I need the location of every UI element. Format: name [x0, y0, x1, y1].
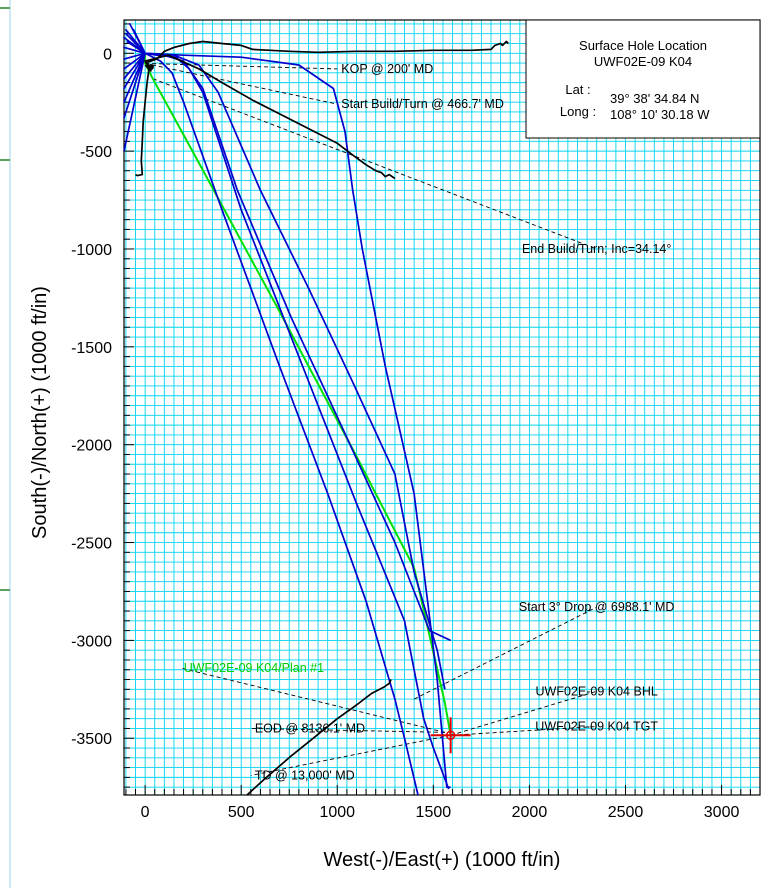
annotation-leaders	[145, 62, 597, 776]
series-line-actual-2	[144, 54, 396, 180]
annotation-label: Start 3° Drop @ 6988.1' MD	[519, 600, 675, 614]
surface-location-well: UWF02E-09 K04	[594, 54, 692, 69]
annotation-label: UWF02E-09 K04/Plan #1	[184, 661, 324, 675]
y-tick-label: -1500	[71, 340, 112, 357]
kop-point-marker	[147, 63, 154, 70]
series-line-actual-4	[246, 679, 392, 796]
series-line-fan	[123, 23, 146, 152]
annotation-leader	[250, 734, 451, 776]
target-circle	[445, 730, 456, 741]
y-tick-label: -500	[80, 144, 112, 161]
annotation-leader	[413, 606, 597, 700]
page-edge-artifacts	[0, 0, 11, 888]
annotation-label: Start Build/Turn @ 466.7' MD	[341, 97, 504, 111]
x-tick-label: 1500	[416, 804, 452, 821]
annotation-leader	[450, 726, 597, 736]
annotation-label: TD @ 13,000' MD	[255, 768, 355, 782]
annotation-label: UWF02E-09 K04 TGT	[535, 720, 658, 734]
annotation-label: KOP @ 200' MD	[341, 62, 433, 76]
long-label: Long :	[560, 104, 596, 119]
y-tick-label: -1000	[71, 242, 112, 259]
series-line-offset-3	[145, 52, 446, 690]
lat-value: 39° 38' 34.84 N	[610, 91, 699, 106]
surface-location-box-frame	[525, 19, 761, 139]
annotation-leader	[152, 78, 597, 250]
x-tick-label: 2000	[512, 804, 548, 821]
x-tick-label: 1000	[319, 804, 355, 821]
x-tick-label: 500	[228, 804, 255, 821]
surface-location-title: Surface Hole Location	[579, 38, 707, 53]
labels: KOP @ 200' MD Start Build/Turn @ 466.7' M…	[184, 62, 675, 783]
x-tick-label: 0	[141, 804, 150, 821]
axes: 0 500 1000 1500 2000 2500 3000 0 -500 -1000 -1500 -…	[29, 23, 761, 871]
y-tick-label: -2000	[71, 438, 112, 455]
annotation-leader	[450, 690, 597, 736]
y-tick-label: -3500	[71, 731, 112, 748]
annotation-label: EOD @ 8136.1' MD	[255, 721, 365, 735]
series-line-actual-1	[144, 40, 509, 64]
y-tick-label: -3000	[71, 633, 112, 650]
annotation-leader	[250, 728, 445, 733]
series-line-actual-3	[135, 68, 150, 177]
x-axis-label: West(-)/East(+) (1000 ft/in)	[324, 849, 561, 871]
target-marker	[430, 717, 471, 754]
annotation-leader	[145, 63, 338, 105]
grid	[123, 19, 761, 796]
y-tick-label: -2500	[71, 536, 112, 553]
y-axis-label: South(-)/North(+) (1000 ft/in)	[29, 286, 51, 539]
long-value: 108° 10' 30.18 W	[610, 107, 710, 122]
plot-frame	[123, 19, 761, 796]
series-line-offset-4	[145, 52, 451, 789]
y-tick-label: 0	[103, 46, 112, 63]
lat-label: Lat :	[565, 82, 590, 97]
annotation-label: UWF02E-09 K04 BHL	[536, 684, 658, 698]
annotation-label: End Build/Turn; Inc=34.14°	[522, 242, 671, 256]
x-tick-label: 2500	[608, 804, 644, 821]
series-line-offset-5	[144, 52, 419, 796]
series	[123, 23, 509, 796]
x-tick-label: 3000	[704, 804, 740, 821]
